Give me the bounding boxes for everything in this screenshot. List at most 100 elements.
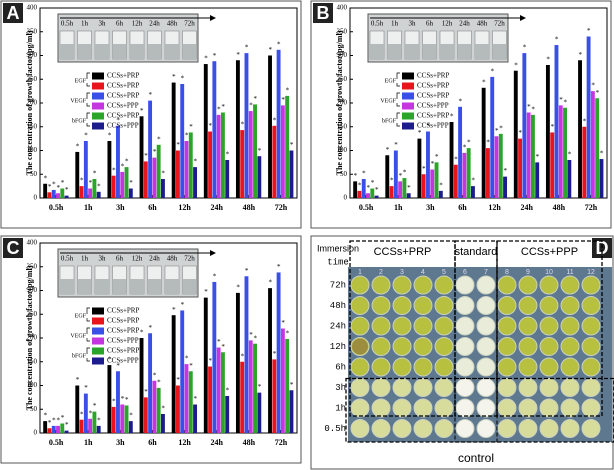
significance-star: *	[568, 151, 572, 159]
significance-star: *	[519, 129, 523, 137]
well	[476, 337, 496, 356]
bar	[280, 328, 285, 433]
bar	[545, 65, 550, 198]
inset-vial-liquid	[405, 44, 419, 59]
well	[581, 398, 601, 418]
significance-star: *	[354, 172, 358, 180]
legend-group: bFGF	[382, 118, 397, 124]
bar	[361, 179, 366, 198]
x-tick-label: 0.5h	[359, 203, 374, 212]
legend-label: CCSs+PPP	[417, 122, 449, 130]
well	[560, 337, 580, 356]
significance-star: *	[89, 179, 93, 187]
bar	[253, 104, 257, 198]
significance-star: *	[116, 116, 120, 124]
significance-star: *	[375, 186, 379, 194]
legend-swatch	[402, 72, 414, 80]
significance-star: *	[504, 167, 508, 175]
legend-bracket	[396, 92, 400, 107]
significance-star: *	[587, 27, 591, 35]
significance-star: *	[97, 416, 101, 424]
inset-time-label: 48h	[167, 20, 178, 28]
bar	[75, 385, 80, 433]
well	[455, 275, 475, 295]
significance-star: *	[362, 170, 366, 178]
inset-time-label: 48h	[477, 20, 488, 28]
inset-vial-liquid	[130, 44, 144, 59]
well	[350, 419, 370, 438]
significance-star: *	[80, 410, 84, 418]
well	[392, 275, 412, 295]
column-number: 5	[442, 269, 446, 276]
inset-arrow-head	[520, 15, 526, 21]
legend-label: CCSs+PRP	[417, 92, 449, 100]
legend-label: CCSs+PRP	[417, 72, 449, 80]
significance-star: *	[221, 103, 225, 111]
significance-star: *	[176, 141, 180, 149]
legend-bracket	[86, 72, 90, 87]
significance-star: *	[213, 52, 217, 60]
bar	[212, 61, 217, 199]
y-tick-label: 150	[27, 357, 38, 365]
x-tick-label: 12h	[488, 203, 501, 212]
legend-bracket	[86, 347, 90, 362]
significance-star: *	[386, 146, 390, 154]
bar	[111, 406, 116, 433]
well	[581, 357, 601, 377]
well	[560, 296, 580, 315]
bar	[434, 162, 439, 198]
y-tick-label: 300	[27, 286, 38, 294]
x-tick-label: 72h	[275, 438, 288, 447]
bar	[490, 76, 495, 198]
significance-star: *	[371, 179, 375, 187]
bar	[220, 352, 225, 433]
bar	[107, 365, 112, 433]
panel-letter-box	[3, 3, 23, 23]
axis-title: Immersion	[317, 243, 359, 253]
x-tick-label: 3h	[426, 203, 435, 212]
bar	[526, 112, 531, 198]
significance-star: *	[422, 165, 426, 173]
bar	[75, 151, 80, 198]
y-tick-label: 250	[27, 75, 38, 83]
bar	[161, 179, 165, 198]
well	[581, 337, 601, 356]
bar	[550, 132, 555, 198]
legend-swatch	[92, 307, 104, 315]
legend-swatch	[92, 112, 104, 120]
y-tick-label: 0	[344, 194, 348, 202]
legend-swatch	[92, 92, 104, 100]
bar	[462, 152, 467, 198]
legend-group: EGF	[75, 313, 87, 319]
bar	[128, 188, 133, 198]
inset-vial-liquid	[440, 44, 454, 59]
bar	[471, 186, 475, 198]
legend-swatch	[402, 122, 414, 130]
panel-letter: B	[317, 3, 330, 23]
significance-star: *	[273, 116, 277, 124]
column-number: 8	[505, 269, 509, 276]
bar	[240, 130, 245, 198]
bar	[253, 343, 257, 433]
significance-star: *	[431, 160, 435, 168]
panel-letter-box	[3, 238, 23, 258]
significance-star: *	[108, 132, 112, 140]
significance-star: *	[176, 376, 180, 384]
significance-star: *	[108, 356, 112, 364]
bar	[417, 138, 422, 198]
significance-star: *	[144, 388, 148, 396]
bar	[240, 361, 245, 433]
column-number: 2	[379, 269, 383, 276]
significance-star: *	[129, 412, 133, 420]
significance-star: *	[116, 362, 120, 370]
legend-swatch	[402, 82, 414, 90]
inset-time-label: 72h	[184, 255, 195, 263]
bar	[124, 405, 129, 433]
x-tick-label: 12h	[178, 203, 191, 212]
significance-star: *	[236, 51, 240, 59]
significance-star: *	[258, 147, 262, 155]
bar	[235, 292, 240, 433]
significance-star: *	[194, 395, 198, 403]
significance-star: *	[245, 267, 249, 275]
